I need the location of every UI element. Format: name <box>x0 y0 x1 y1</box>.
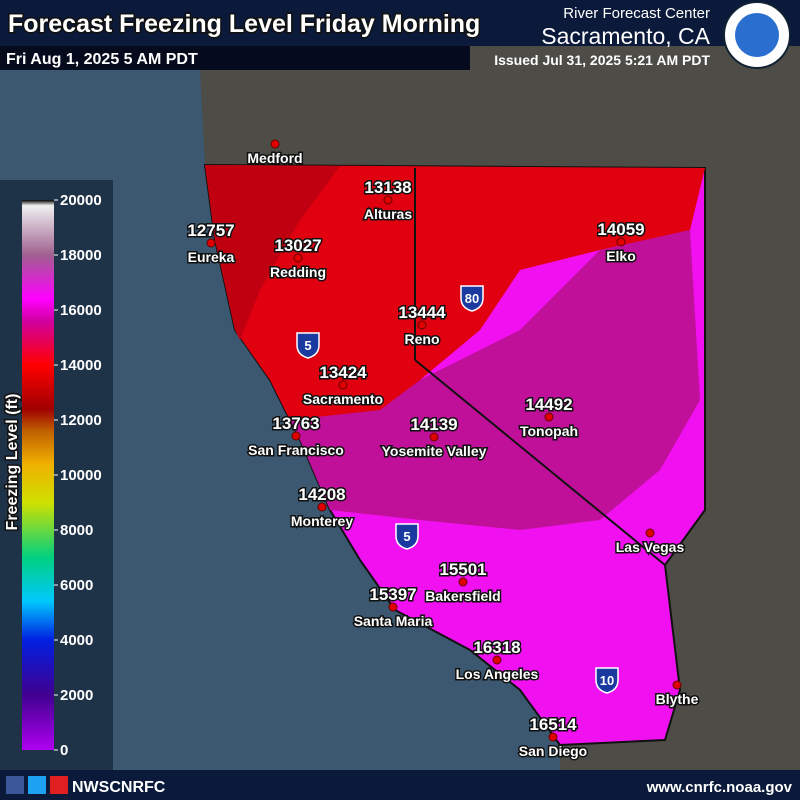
city-value: 13763 <box>272 414 319 433</box>
issued: Issued Jul 31, 2025 5:21 AM PDT <box>494 52 710 68</box>
city-name: Medford <box>247 150 302 166</box>
interstate-number: 80 <box>465 291 479 306</box>
forecast-band <box>290 230 700 530</box>
city-name: Elko <box>606 248 636 264</box>
city-value: 13138 <box>364 178 411 197</box>
city-name: San Diego <box>519 743 587 759</box>
social-icon[interactable] <box>6 776 24 794</box>
city-dot <box>672 680 682 690</box>
city-name: Bakersfield <box>425 588 500 604</box>
interstate-shield <box>460 285 484 312</box>
city-dot <box>291 431 301 441</box>
valid-time: Fri Aug 1, 2025 5 AM PDT <box>6 51 198 68</box>
city-value: 15397 <box>369 585 416 604</box>
city-name: Yosemite Valley <box>382 443 487 459</box>
city-dot <box>417 320 427 330</box>
city-name: Redding <box>270 264 326 280</box>
forecast-band <box>205 165 705 420</box>
legend-tick-label: 4000 <box>60 632 93 649</box>
city-name: Sacramento <box>303 391 383 407</box>
city-name: Santa Maria <box>354 613 433 629</box>
city-dot <box>338 380 348 390</box>
city-name: Eureka <box>188 249 235 265</box>
interstate-shield <box>595 667 619 694</box>
city-dot <box>270 139 280 149</box>
city-dot <box>383 195 393 205</box>
social-handle[interactable]: NWSCNRFC <box>72 779 166 796</box>
legend-tick-label: 14000 <box>60 357 102 374</box>
interstate-number: 5 <box>403 529 410 544</box>
legend-tick-label: 10000 <box>60 467 102 484</box>
city-value: 12757 <box>187 221 234 240</box>
city-name: Blythe <box>656 691 699 707</box>
city-value: 13027 <box>274 236 321 255</box>
city-value: 14208 <box>298 485 345 504</box>
footer-bar <box>0 770 800 800</box>
city-value: 14139 <box>410 415 457 434</box>
city-name: Monterey <box>291 513 353 529</box>
social-icon[interactable] <box>50 776 68 794</box>
logo <box>735 13 779 57</box>
city-value: 14059 <box>597 220 644 239</box>
city-value: 14492 <box>525 395 572 414</box>
state-border <box>414 359 666 566</box>
title: Forecast Freezing Level Friday Morning <box>8 10 480 38</box>
legend-label: Freezing Level (ft) <box>4 394 21 531</box>
city-value: 13444 <box>398 303 446 322</box>
legend-tick-label: 8000 <box>60 522 93 539</box>
color-bar <box>22 200 54 750</box>
agency: River Forecast Center <box>563 5 710 22</box>
city-dot <box>544 412 554 422</box>
city-value: 13424 <box>319 363 367 382</box>
city-name: Los Angeles <box>456 666 539 682</box>
office: Sacramento, CA <box>541 23 710 49</box>
interstate-shield <box>296 332 320 359</box>
website[interactable]: www.cnrfc.noaa.gov <box>646 779 793 796</box>
city-dot <box>429 432 439 442</box>
legend-tick-label: 0 <box>60 742 68 759</box>
legend-tick-label: 16000 <box>60 302 102 319</box>
city-name: Reno <box>405 331 440 347</box>
forecast-band <box>205 165 340 340</box>
legend-tick-label: 2000 <box>60 687 93 704</box>
interstate-number: 5 <box>304 338 311 353</box>
date-bar <box>0 46 470 70</box>
city-value: 16514 <box>529 715 577 734</box>
city-name: San Francisco <box>248 442 344 458</box>
city-name: Tonopah <box>520 423 578 439</box>
city-dot <box>388 602 398 612</box>
city-dot <box>616 237 626 247</box>
city-dot <box>492 655 502 665</box>
city-name: Alturas <box>364 206 412 222</box>
legend-tick-label: 18000 <box>60 247 102 264</box>
header-bar <box>0 0 800 46</box>
interstate-number: 10 <box>600 673 614 688</box>
city-value: 15501 <box>439 560 486 579</box>
ocean <box>0 70 560 770</box>
city-dot <box>645 528 655 538</box>
city-dot <box>317 502 327 512</box>
city-dot <box>206 238 216 248</box>
legend-tick-label: 6000 <box>60 577 93 594</box>
city-dot <box>458 577 468 587</box>
legend-tick-label: 12000 <box>60 412 102 429</box>
interstate-shield <box>395 523 419 550</box>
city-dot <box>548 732 558 742</box>
city-value: 16318 <box>473 638 520 657</box>
legend-tick-label: 20000 <box>60 192 102 209</box>
social-icon[interactable] <box>28 776 46 794</box>
city-name: Las Vegas <box>616 539 685 555</box>
city-dot <box>293 253 303 263</box>
